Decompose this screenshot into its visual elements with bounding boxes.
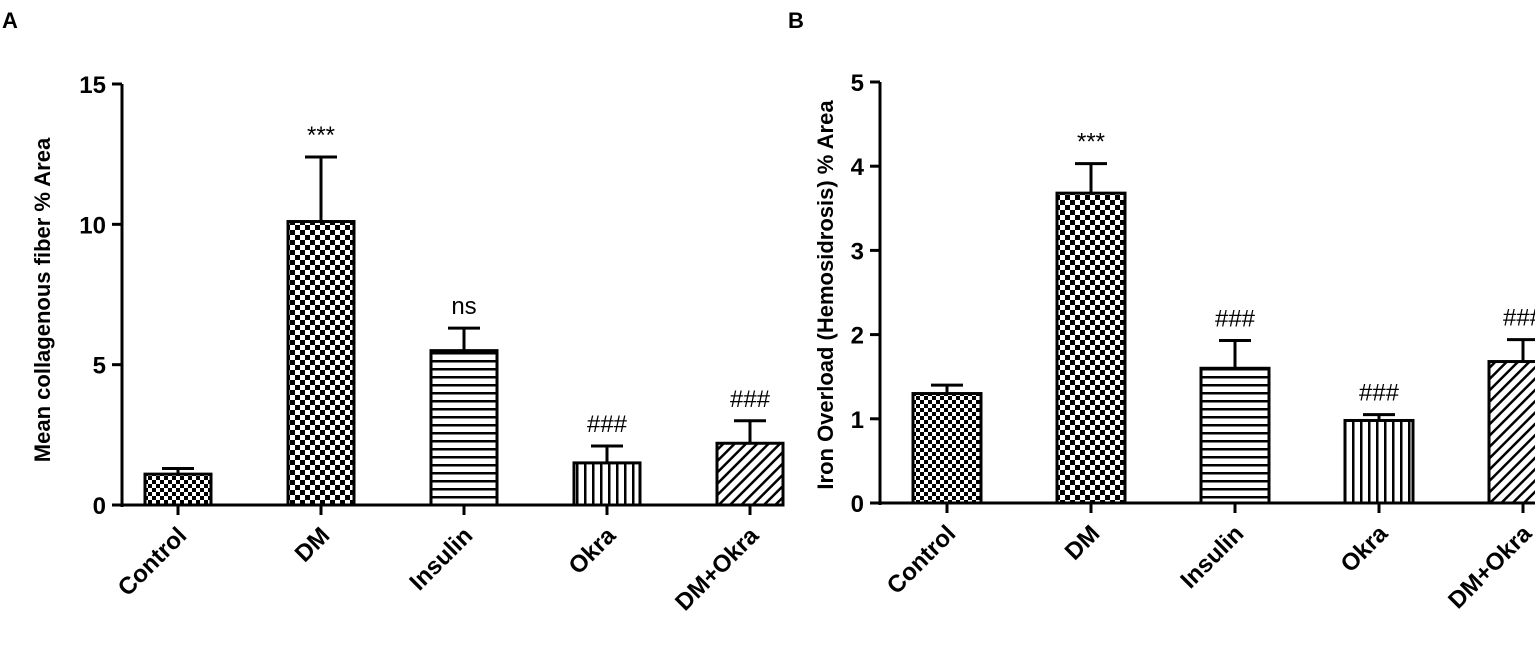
significance-label-b-dm: *** (1077, 129, 1105, 156)
category-label-a-dm: DM (290, 522, 335, 567)
significance-label-a-dm: *** (307, 122, 335, 149)
category-label-a-insulin: Insulin (404, 522, 478, 596)
y-tick-label-b: 5 (851, 70, 864, 97)
y-axis-title-a: Mean collagenous fiber % Area (30, 137, 55, 462)
y-tick-label-b: 3 (851, 238, 864, 265)
y-tick-label-b: 1 (851, 407, 864, 434)
bar-b-insulin (1199, 366, 1271, 505)
category-label-b-dm: DM (1060, 520, 1105, 565)
significance-label-a-insulin: ns (451, 293, 476, 320)
bar-a-insulin (429, 349, 499, 507)
bar-b-control (911, 392, 983, 505)
category-label-a-dm-okra: DM+Okra (670, 522, 765, 617)
category-label-a-okra: Okra (563, 522, 621, 580)
y-tick-label-a: 5 (93, 353, 106, 380)
category-label-a-control: Control (113, 522, 192, 601)
significance-label-a-dm-okra: ### (730, 386, 771, 413)
category-label-b-control: Control (882, 520, 961, 599)
bar-a-dm-okra (715, 441, 785, 507)
bar-a-dm (286, 220, 356, 507)
bar-b-dm (1055, 191, 1127, 505)
bar-a-control (143, 472, 213, 507)
bar-b-dm-okra (1487, 360, 1535, 505)
panel-a-letter: A (2, 8, 18, 33)
panel-b-letter: B (788, 8, 804, 33)
bar-b-okra (1343, 418, 1415, 505)
y-axis-title-b: Iron Overload (Hemosidrosis) % Area (813, 100, 838, 490)
y-tick-label-b: 4 (851, 154, 865, 181)
bar-a-okra (572, 461, 642, 507)
y-tick-label-a: 0 (93, 493, 106, 520)
significance-label-b-dm-okra: ### (1503, 305, 1535, 332)
y-tick-label-b: 2 (851, 323, 864, 350)
y-tick-label-a: 15 (79, 72, 106, 99)
y-tick-label-a: 10 (79, 212, 106, 239)
significance-label-b-insulin: ### (1215, 305, 1256, 332)
y-tick-label-b: 0 (851, 491, 864, 518)
significance-label-b-okra: ### (1359, 380, 1400, 407)
significance-label-a-okra: ### (587, 411, 628, 438)
category-label-b-okra: Okra (1335, 520, 1393, 578)
category-label-b-dm-okra: DM+Okra (1443, 520, 1535, 615)
category-label-b-insulin: Insulin (1175, 520, 1249, 594)
